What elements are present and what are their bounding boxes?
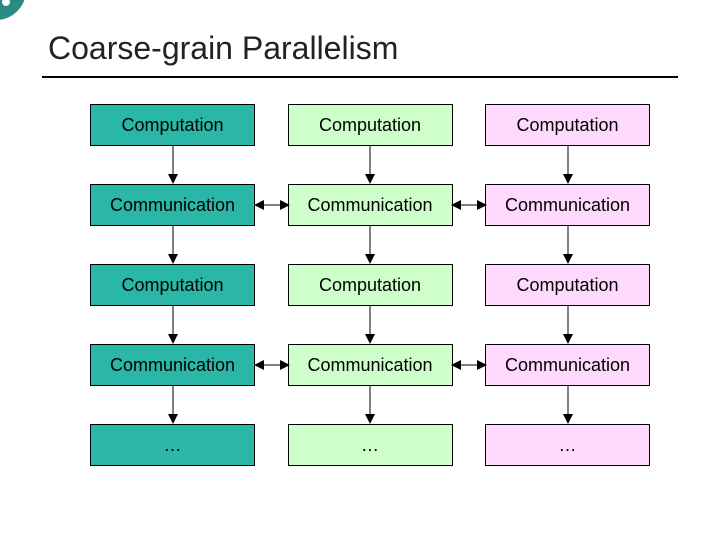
box-r4-c1: … (288, 424, 453, 466)
varrow-r1-c2 (485, 226, 650, 264)
box-row-4: … … … (90, 424, 650, 466)
varrow-r0-c1 (288, 146, 453, 184)
varrow-r0-c2 (485, 146, 650, 184)
box-r2-c1: Computation (288, 264, 453, 306)
varrow-r2-c2 (485, 306, 650, 344)
harrow-r3-g1 (451, 358, 487, 372)
box-r1-c2: Communication (485, 184, 650, 226)
arrow-row-3 (90, 386, 650, 424)
box-r3-c0: Communication (90, 344, 255, 386)
box-r3-c1: Communication (288, 344, 453, 386)
varrow-r0-c0 (90, 146, 255, 184)
box-r1-c1: Communication (288, 184, 453, 226)
varrow-r3-c1 (288, 386, 453, 424)
title-underline (42, 76, 678, 78)
box-r1-c0: Communication (90, 184, 255, 226)
arrow-row-2 (90, 306, 650, 344)
box-r0-c0: Computation (90, 104, 255, 146)
varrow-r3-c0 (90, 386, 255, 424)
box-r2-c2: Computation (485, 264, 650, 306)
varrow-r2-c1 (288, 306, 453, 344)
diagram-grid: Computation Computation Computation Comm… (90, 104, 650, 466)
box-r0-c1: Computation (288, 104, 453, 146)
arrow-row-1 (90, 226, 650, 264)
box-r4-c2: … (485, 424, 650, 466)
arrow-row-0 (90, 146, 650, 184)
box-r0-c2: Computation (485, 104, 650, 146)
box-row-1: Communication Communication Communicatio… (90, 184, 650, 226)
box-r3-c2: Communication (485, 344, 650, 386)
harrow-r3-g0 (254, 358, 290, 372)
varrow-r1-c0 (90, 226, 255, 264)
box-row-2: Computation Computation Computation (90, 264, 650, 306)
harrow-r1-g1 (451, 198, 487, 212)
varrow-r2-c0 (90, 306, 255, 344)
page-title: Coarse-grain Parallelism (48, 30, 398, 67)
box-row-3: Communication Communication Communicatio… (90, 344, 650, 386)
varrow-r1-c1 (288, 226, 453, 264)
harrow-r1-g0 (254, 198, 290, 212)
box-r2-c0: Computation (90, 264, 255, 306)
box-row-0: Computation Computation Computation (90, 104, 650, 146)
box-r4-c0: … (90, 424, 255, 466)
varrow-r3-c2 (485, 386, 650, 424)
